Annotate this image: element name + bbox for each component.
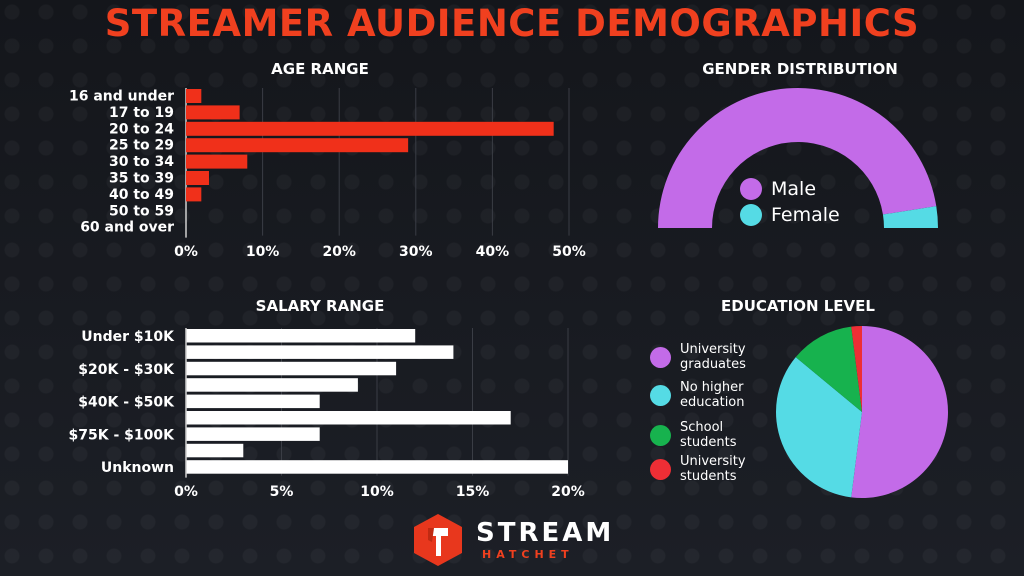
salary-range-chart: Under $10K $20K - $30K $40K - $50K $75K - $… — [69, 328, 585, 500]
logo-text-stream: STREAM — [476, 518, 615, 548]
salary-chart-title: SALARY RANGE — [255, 297, 385, 315]
salary-bar — [186, 345, 454, 359]
age-category-label: 35 to 39 — [109, 171, 174, 187]
stream-hatchet-logo: STREAM HATCHET — [410, 512, 625, 566]
age-chart-title: AGE RANGE — [271, 60, 369, 78]
education-legend-item: University students — [650, 454, 746, 484]
age-tick-label: 10% — [246, 244, 280, 260]
education-legend-line: No higher — [680, 380, 744, 395]
age-bar — [186, 138, 409, 153]
education-level-chart — [776, 326, 948, 498]
male-legend-dot — [740, 178, 762, 200]
female-legend-dot — [740, 204, 762, 226]
education-legend-item: School students — [650, 420, 736, 450]
salary-bar — [186, 427, 320, 441]
education-legend-dot — [650, 458, 671, 480]
education-legend-label: No higher education — [680, 380, 745, 410]
main-title: STREAMER AUDIENCE DEMOGRAPHICS — [104, 2, 920, 45]
salary-category-label: $40K - $50K — [78, 395, 175, 411]
gender-slice-female — [882, 206, 938, 228]
education-legend-dot — [650, 346, 671, 368]
hatchet-logo-icon — [414, 514, 462, 566]
education-legend-label: School students — [680, 420, 736, 450]
gender-slice-male — [658, 87, 937, 229]
salary-tick-label: 10% — [360, 484, 394, 500]
education-legend-line: University — [680, 342, 746, 357]
salary-tick-label: 5% — [270, 484, 294, 500]
salary-bar — [186, 329, 416, 343]
age-tick-label: 0% — [174, 244, 198, 260]
salary-bar — [186, 460, 568, 474]
edu-slice-no-higher-education — [776, 357, 862, 498]
edu-slice-school-students — [795, 326, 862, 412]
salary-bar — [186, 394, 320, 409]
salary-category-label: Under $10K — [81, 329, 175, 345]
education-legend-dot — [650, 424, 671, 446]
age-category-label: 25 to 29 — [109, 138, 174, 154]
gender-distribution-chart — [658, 87, 938, 229]
education-legend-line: graduates — [680, 357, 746, 372]
age-bar — [186, 154, 248, 169]
education-legend-item: No higher education — [650, 380, 745, 410]
age-category-label: 60 and over — [80, 220, 174, 236]
salary-category-label: $75K - $100K — [69, 427, 176, 443]
age-bar — [186, 187, 202, 202]
age-tick-label: 30% — [399, 244, 433, 260]
male-legend-label: Male — [771, 178, 817, 200]
salary-bar — [186, 443, 244, 458]
age-category-label: 40 to 49 — [109, 187, 174, 203]
age-category-label: 50 to 59 — [109, 203, 174, 219]
salary-bar — [186, 361, 397, 376]
education-legend-line: students — [680, 469, 737, 484]
age-tick-label: 40% — [476, 244, 510, 260]
education-legend-label: University students — [680, 454, 746, 484]
salary-category-label: $20K - $30K — [78, 362, 175, 378]
salary-tick-label: 20% — [551, 484, 585, 500]
gender-chart-title: GENDER DISTRIBUTION — [702, 60, 898, 78]
age-tick-label: 50% — [552, 244, 586, 260]
education-legend-line: School — [680, 420, 724, 435]
salary-tick-label: 15% — [456, 484, 490, 500]
gender-legend-male: Male — [740, 178, 816, 200]
gender-legend-female: Female — [740, 204, 840, 226]
salary-category-label: Unknown — [101, 460, 174, 476]
female-legend-label: Female — [771, 204, 840, 226]
age-bar — [186, 105, 240, 120]
age-bar — [186, 89, 202, 103]
logo-text-hatchet: HATCHET — [482, 548, 574, 561]
education-legend-item: University graduates — [650, 342, 746, 372]
age-category-label: 30 to 34 — [109, 154, 174, 170]
age-category-label: 17 to 19 — [109, 105, 174, 121]
salary-bar — [186, 411, 511, 425]
age-tick-label: 20% — [322, 244, 356, 260]
education-legend-line: students — [680, 435, 737, 450]
education-chart-title: EDUCATION LEVEL — [721, 297, 875, 315]
education-legend-dot — [650, 384, 671, 406]
salary-tick-label: 0% — [174, 484, 198, 500]
education-legend-line: University — [680, 454, 746, 469]
salary-bar — [186, 378, 358, 392]
age-bar — [186, 121, 554, 136]
education-legend-label: University graduates — [680, 342, 746, 372]
age-category-label: 20 to 24 — [109, 121, 174, 137]
edu-slice-university-graduates — [851, 326, 948, 498]
age-category-label: 16 and under — [69, 89, 174, 105]
education-legend-line: education — [680, 395, 745, 410]
age-bar — [186, 171, 209, 185]
edu-slice-university-students — [851, 326, 862, 412]
